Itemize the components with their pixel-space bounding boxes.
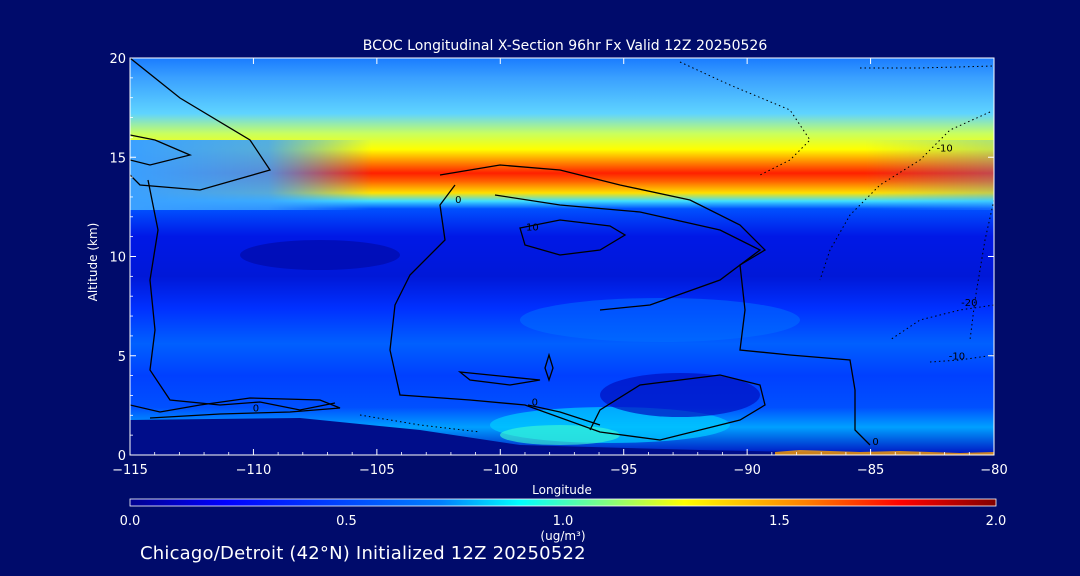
x-axis-label: Longitude (532, 483, 592, 497)
x-tick-label: −110 (236, 463, 272, 478)
field-dark-upper (240, 240, 400, 270)
contour-upper-ring (519, 219, 627, 256)
contour-label: -20 (961, 298, 977, 309)
y-axis-label: Altitude (km) (86, 223, 100, 302)
colorbar-tick-label: 1.0 (553, 514, 574, 529)
dotted-top-right (679, 61, 811, 176)
colorbar-frame (129, 498, 997, 507)
x-tick-label: −80 (980, 463, 1007, 478)
colorbar-tick-label: 0.0 (120, 514, 141, 529)
field-dark-core (600, 373, 760, 417)
contour-center-low (527, 404, 601, 426)
dotted-right-vertical (969, 199, 994, 341)
colorbar: 0.0 0.5 1.0 1.5 2.0 (ug/m³) (120, 498, 1007, 543)
contour-label: -10 (936, 143, 952, 154)
dotted-top-far-right (860, 65, 994, 69)
heatmap-field (130, 58, 994, 455)
contour-zero-left (130, 58, 272, 191)
contour-center-loop (457, 371, 541, 386)
x-axis: −115 −110 −105 −100 −95 −90 −85 −80 (112, 58, 1008, 478)
colorbar-ticks: 0.0 0.5 1.0 1.5 2.0 (120, 514, 1007, 529)
x-tick-label: −105 (359, 463, 395, 478)
y-tick-label: 20 (109, 52, 126, 67)
x-tick-label: −85 (857, 463, 884, 478)
colorbar-bar (130, 499, 996, 506)
field-low-cyan-2 (500, 425, 620, 445)
contour-label: 0 (532, 397, 538, 408)
colorbar-tick-label: 1.5 (769, 514, 790, 529)
contour-middle-zero (494, 194, 762, 311)
contour-lines (130, 58, 871, 446)
contour-diamond (544, 352, 554, 383)
contour-label: 0 (872, 437, 878, 448)
chart-title: BCOC Longitudinal X-Section 96hr Fx Vali… (363, 38, 768, 54)
contour-label-group: 0 10 0 0 0 -10 -20 -10 (253, 143, 978, 448)
x-tick-label: −90 (733, 463, 760, 478)
dotted-contours (359, 61, 994, 433)
dotted-right-low (929, 354, 994, 363)
colorbar-unit: (ug/m³) (540, 529, 585, 543)
y-tick-label: 10 (109, 251, 126, 266)
field-band-fade (130, 140, 994, 210)
y-tick-label: 5 (118, 350, 126, 365)
contour-label: 10 (526, 223, 539, 234)
field-mid-blob (520, 298, 800, 342)
x-tick-label: −100 (482, 463, 518, 478)
contour-left-bottom (130, 397, 341, 419)
dotted-right-mid (889, 304, 994, 341)
contour-label: 0 (253, 403, 259, 414)
y-tick-label: 0 (118, 449, 126, 464)
field-surface-hot (775, 450, 994, 455)
x-tick-label: −95 (610, 463, 637, 478)
field-terrain (130, 418, 994, 455)
contour-label: -10 (949, 352, 965, 363)
contour-center-inner (389, 184, 766, 441)
y-axis: 0 5 10 15 20 (109, 52, 994, 464)
x-tick-label: −115 (112, 463, 148, 478)
colorbar-tick-label: 0.5 (336, 514, 357, 529)
contour-left-lobe (130, 134, 193, 166)
contour-left-vertical (147, 179, 336, 411)
colorbar-tick-label: 2.0 (986, 514, 1007, 529)
contour-label: 0 (455, 195, 461, 206)
y-tick-label: 15 (109, 151, 126, 166)
footer-caption: Chicago/Detroit (42°N) Initialized 12Z 2… (140, 543, 586, 564)
dotted-right-arc (819, 111, 991, 281)
